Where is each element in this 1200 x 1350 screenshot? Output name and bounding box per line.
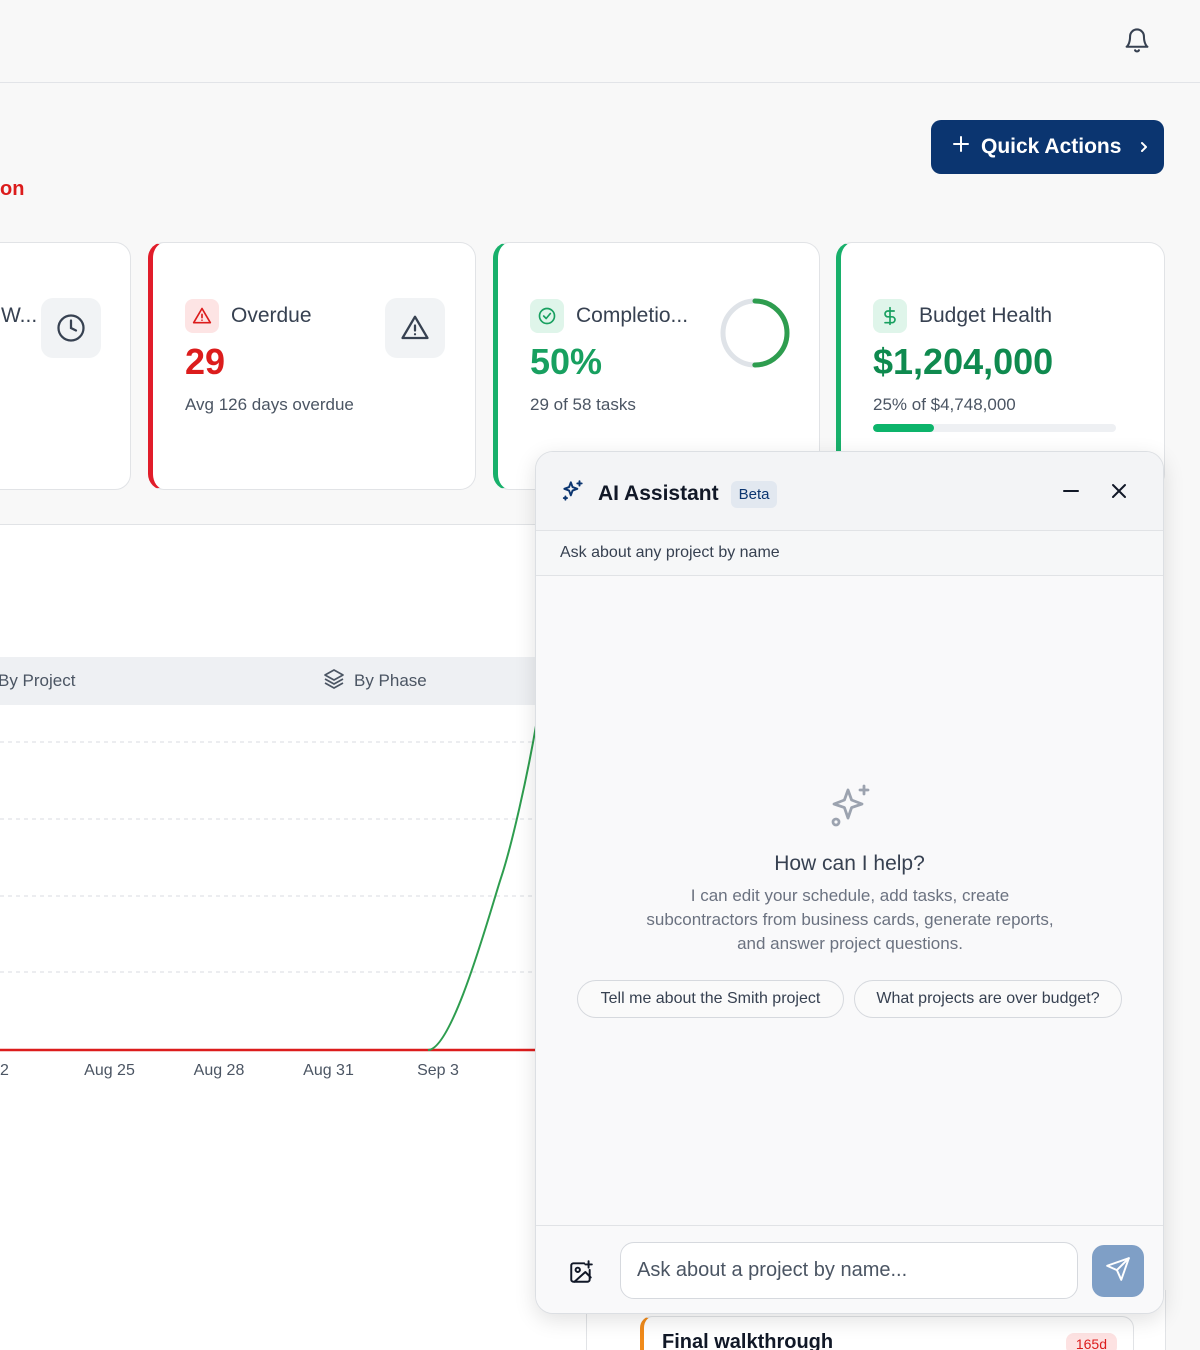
tab-label: By Project [0,671,76,690]
budget-progress-bar [873,424,1116,432]
ai-assistant-panel: AI Assistant Beta Ask about any project … [535,451,1164,1314]
close-button[interactable] [1104,476,1134,506]
task-card[interactable]: Final walkthrough 165d [640,1316,1134,1350]
quick-actions-label: Quick Actions [981,135,1122,158]
ai-assistant-title: AI Assistant [598,482,719,505]
dollar-icon [873,299,907,333]
page-subtitle-partial: on [0,178,25,200]
task-title: Final walkthrough [662,1331,834,1350]
stat-card-label: Completio... [576,304,689,327]
ai-hint: Ask about any project by name [536,531,1163,576]
budget-progress-fill [873,424,934,432]
tab-by-phase[interactable]: By Phase [322,657,427,705]
chart-tabs: By Project By Phase [0,657,540,705]
ai-assistant-header: AI Assistant Beta [536,452,1163,531]
beta-badge: Beta [730,480,778,508]
minimize-button[interactable] [1056,476,1086,506]
stat-card-value: $1,204,000 [873,341,1054,382]
empty-state-description: I can edit your schedule, add tasks, cre… [646,886,1054,953]
stat-card-subtext: 25% of $4,748,000 [873,395,1016,414]
x-tick-label: Aug 31 [303,1062,354,1079]
stat-card-label: Budget Health [919,304,1053,327]
image-plus-icon[interactable] [566,1257,596,1287]
send-icon [1105,1256,1131,1287]
tab-by-project[interactable]: By Project [0,657,75,705]
x-tick-label: 22 [0,1062,9,1079]
ai-message-input[interactable] [620,1242,1078,1299]
tab-label: By Phase [354,671,427,690]
check-circle-icon [530,299,564,333]
quick-actions-button[interactable]: Quick Actions [931,120,1164,174]
stat-card-subtext: 29 of 58 tasks [530,395,636,414]
stat-card-value: 29 [185,341,226,382]
x-tick-label: Aug 25 [84,1062,135,1079]
days-badge: 165d [1065,1333,1117,1350]
stat-card-partial: W... [0,242,131,490]
sparkles-icon [560,478,586,510]
x-tick-label: Aug 28 [194,1062,245,1079]
stat-card-overdue[interactable]: Overdue 29 Avg 126 days overdue [148,242,476,490]
series-line-actual [427,720,538,1051]
completion-ring [720,298,790,368]
alert-triangle-icon [185,299,219,333]
warning-icon [385,298,445,358]
plus-icon [951,134,971,160]
sparkles-icon [826,782,874,835]
top-bar [0,0,1200,83]
stat-card-label: Overdue [231,304,312,327]
suggestion-chip[interactable]: What projects are over budget? [854,980,1122,1018]
stat-card-budget[interactable]: Budget Health $1,204,000 25% of $4,748,0… [836,242,1165,490]
x-tick-label: Sep 3 [417,1062,459,1079]
send-button[interactable] [1092,1245,1144,1297]
empty-state-title: How can I help? [774,852,925,875]
suggestion-chip[interactable]: Tell me about the Smith project [577,980,844,1018]
stat-card-subtext: Avg 126 days overdue [185,395,354,414]
stat-card-value: 50% [530,341,603,382]
stat-card-label: W... [1,304,38,327]
layers-icon [322,667,346,696]
ai-input-bar [536,1225,1163,1313]
chevron-right-icon [1137,140,1151,154]
clock-icon [41,298,101,358]
bell-icon[interactable] [1120,24,1154,58]
